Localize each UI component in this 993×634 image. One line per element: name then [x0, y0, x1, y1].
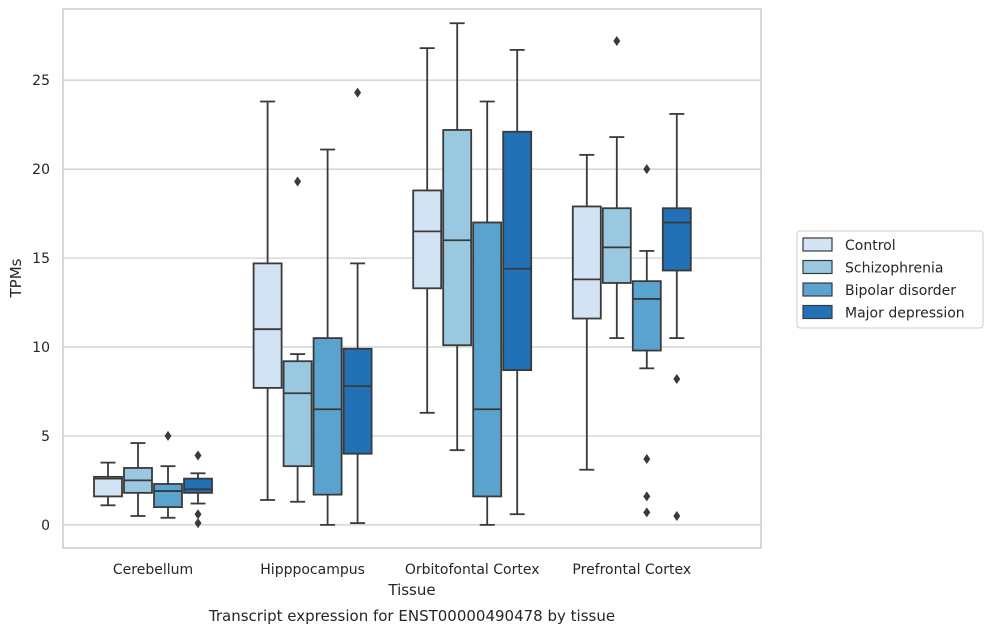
gridlines	[63, 79, 761, 526]
outlier-point	[294, 176, 302, 187]
box-bipolar-disorder-cerebellum	[153, 430, 183, 519]
x-tick-label: Prefrontal Cortex	[572, 562, 691, 578]
outlier-point	[194, 518, 202, 529]
iqr-box	[93, 475, 123, 498]
legend-swatch	[802, 259, 833, 275]
outlier-point	[643, 507, 651, 518]
box-control-prefrontal-cortex	[571, 153, 602, 471]
iqr-box	[282, 360, 313, 468]
y-tick-label: 5	[41, 429, 50, 445]
outlier-point	[643, 164, 651, 175]
outlier-point	[194, 450, 202, 461]
y-tick-label: 25	[32, 73, 50, 89]
x-tick-labels: Cerebellum Hipppocampus Orbitofontal Corte…	[113, 562, 691, 578]
box-major-depression-cerebellum	[183, 450, 213, 529]
x-axis-label: Tissue	[387, 581, 435, 599]
legend-label: Major depression	[845, 306, 965, 322]
x-tick-label: Cerebellum	[113, 562, 193, 578]
x-tick-label: Hipppocampus	[260, 562, 365, 578]
y-tick-label: 0	[41, 518, 50, 534]
outlier-point	[164, 430, 172, 441]
outlier-point	[354, 87, 362, 98]
legend-swatch	[802, 282, 833, 297]
chart-caption: Transcript expression for ENST0000049047…	[208, 607, 615, 625]
outlier-point	[673, 374, 681, 385]
box-schizophrenia-hipppocampus	[282, 176, 313, 503]
y-axis-label: TPMs	[7, 258, 25, 298]
iqr-box	[631, 280, 662, 352]
y-tick-label: 15	[32, 251, 50, 267]
box-control-cerebellum	[93, 461, 123, 507]
box-major-depression-orbitofontal-cortex	[502, 49, 533, 516]
box-bipolar-disorder-orbitofontal-cortex	[472, 100, 503, 526]
legend-swatch	[802, 237, 833, 252]
outlier-point	[673, 510, 681, 521]
legend-label: Schizophrenia	[845, 261, 943, 277]
iqr-box	[412, 189, 443, 290]
box-schizophrenia-cerebellum	[123, 442, 153, 517]
outlier-point	[643, 491, 651, 502]
box-major-depression-hipppocampus	[342, 87, 373, 524]
iqr-box	[153, 483, 183, 508]
y-tick-label: 10	[32, 340, 50, 356]
legend-label: Bipolar disorder	[845, 283, 956, 299]
y-tick-label: 20	[32, 162, 50, 178]
iqr-box	[183, 477, 213, 494]
iqr-box	[661, 207, 692, 272]
iqr-box	[442, 129, 473, 347]
iqr-box	[571, 205, 602, 320]
y-tick-labels: 0 5 10 15 20 25	[32, 73, 50, 534]
box-control-orbitofontal-cortex	[412, 47, 443, 414]
box-schizophrenia-orbitofontal-cortex	[442, 22, 473, 452]
outlier-point	[194, 509, 202, 520]
outlier-point	[613, 36, 621, 47]
iqr-box	[312, 337, 343, 496]
box-schizophrenia-prefrontal-cortex	[601, 36, 632, 339]
legend: Control Schizophrenia Bipolar disorder Majo…	[796, 230, 984, 329]
legend-swatch	[802, 304, 833, 320]
plot-area-frame	[62, 8, 762, 549]
iqr-box	[252, 262, 283, 389]
box-major-depression-prefrontal-cortex	[661, 113, 692, 521]
iqr-box	[601, 207, 632, 284]
legend-frame	[796, 230, 984, 329]
iqr-box	[472, 221, 503, 498]
box-control-hipppocampus	[252, 100, 283, 501]
outlier-point	[643, 454, 651, 465]
iqr-box	[502, 130, 533, 372]
iqr-box	[342, 347, 373, 455]
box-bipolar-disorder-prefrontal-cortex	[631, 164, 662, 518]
boxes-layer	[93, 22, 692, 529]
x-tick-label: Orbitofontal Cortex	[405, 562, 540, 578]
box-bipolar-disorder-hipppocampus	[312, 148, 343, 526]
legend-label: Control	[845, 238, 896, 254]
